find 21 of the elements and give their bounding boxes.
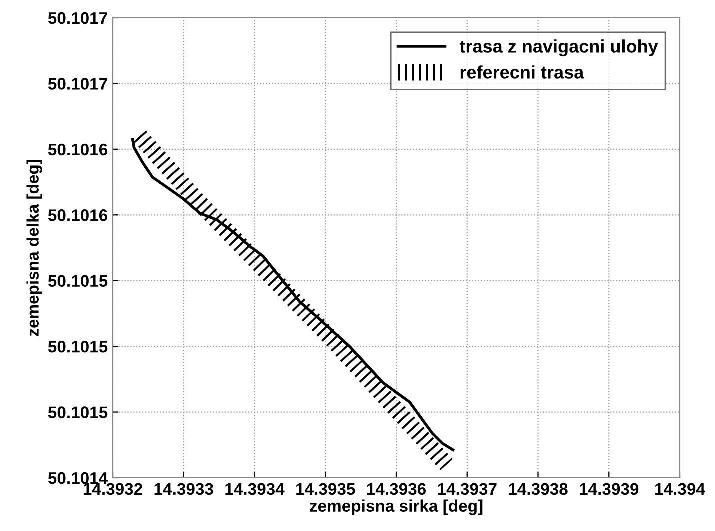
x-tick-label: 14.3937 xyxy=(438,483,497,496)
legend-label: referecni trasa xyxy=(460,66,584,79)
y-axis-title: zemepisna delka [deg] xyxy=(26,160,42,336)
x-axis-title: zemepisna sirka [deg] xyxy=(310,500,483,516)
y-tick-label: 50.1014 xyxy=(48,472,108,484)
legend-label: trasa z navigacni ulohy xyxy=(460,40,658,57)
y-tick-label: 50.1016 xyxy=(48,144,108,156)
x-tick-label: 14.394 xyxy=(656,483,706,496)
y-tick-label: 50.1017 xyxy=(48,78,108,90)
x-tick-label: 14.3932 xyxy=(84,483,142,496)
y-tick-label: 50.1015 xyxy=(48,275,108,288)
x-tick-label: 14.3935 xyxy=(296,483,356,496)
x-tick-label: 14.3934 xyxy=(226,483,285,496)
x-tick-label: 14.3939 xyxy=(580,483,639,496)
x-tick-label: 14.3936 xyxy=(367,483,426,496)
y-tick-label: 50.1016 xyxy=(48,210,108,222)
x-tick-label: 14.3938 xyxy=(509,483,568,496)
y-tick-label: 50.1017 xyxy=(48,12,108,24)
y-tick-label: 50.1015 xyxy=(48,340,108,353)
x-tick-label: 14.3933 xyxy=(154,483,214,496)
y-tick-label: 50.1015 xyxy=(48,406,108,418)
